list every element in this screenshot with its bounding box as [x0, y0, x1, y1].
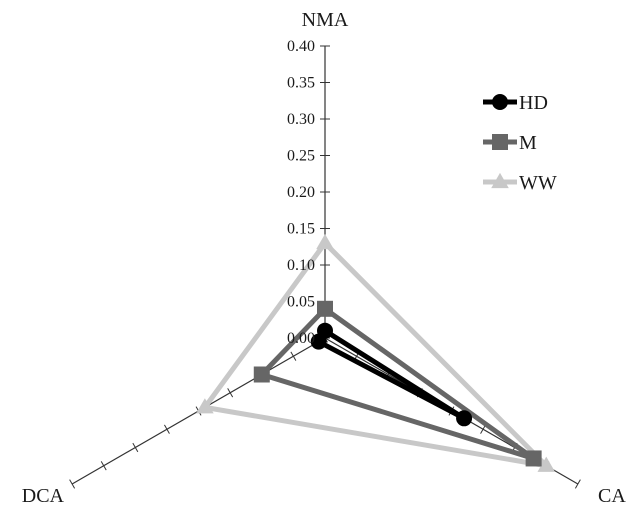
series-layer	[196, 233, 556, 472]
legend-label-hd: HD	[519, 92, 548, 114]
labels-layer: 0.00 0.05 0.10 0.15 0.20 0.25 0.30 0.35 0.40 NMA C…	[22, 9, 627, 507]
legend-label-m: M	[519, 132, 537, 154]
legend-item-m: M	[483, 132, 537, 154]
tick-mark	[100, 461, 107, 471]
tick-mark	[164, 424, 170, 434]
radial-tick-label: 0.30	[287, 111, 315, 128]
legend-marker-m	[492, 134, 508, 150]
radial-tick-label: 0.05	[287, 294, 315, 311]
tick-mark	[69, 479, 76, 489]
legend: HD M WW	[483, 92, 557, 194]
tick-mark	[132, 442, 139, 453]
data-point-ww	[316, 233, 334, 250]
radial-tick-label: 0.40	[287, 38, 315, 55]
radial-tick-label: 0.00	[287, 330, 315, 347]
tick-mark	[290, 351, 297, 361]
data-point-m	[317, 300, 333, 317]
radial-tick-label: 0.10	[287, 257, 315, 274]
data-point-ww	[537, 456, 556, 472]
legend-marker-ww	[491, 172, 509, 189]
radial-tick-label: 0.15	[287, 221, 315, 238]
legend-label-ww: WW	[519, 172, 557, 194]
data-point-m	[253, 366, 270, 383]
legend-marker-hd	[492, 94, 508, 110]
axis-label-ca: CA	[598, 485, 626, 507]
series-line-m	[259, 306, 537, 461]
data-point-hd	[310, 333, 327, 350]
series-line-hd	[316, 328, 467, 421]
axis-label-nma: NMA	[302, 9, 349, 31]
axis-label-dca: DCA	[22, 485, 65, 507]
radial-tick-label: 0.20	[287, 184, 315, 201]
radial-tick-label: 0.35	[287, 75, 315, 92]
legend-item-ww: WW	[483, 172, 557, 194]
data-point-hd	[456, 410, 473, 427]
data-point-ww	[196, 398, 214, 414]
tick-mark	[574, 479, 581, 489]
data-point-m	[525, 450, 542, 467]
legend-item-hd: HD	[483, 92, 548, 114]
tick-mark	[227, 388, 234, 398]
radial-tick-label: 0.25	[287, 148, 315, 165]
series-line-ww	[202, 240, 549, 469]
